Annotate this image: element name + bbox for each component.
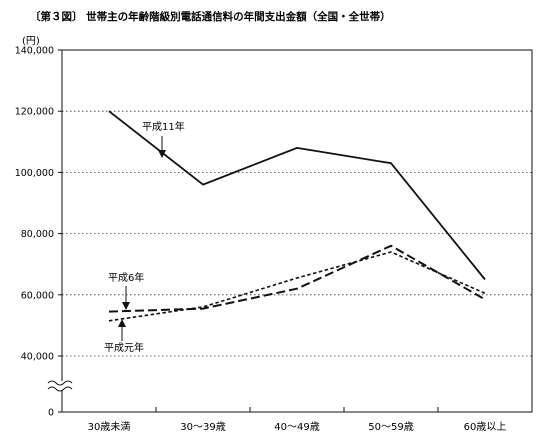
y-tick-label: 120,000	[15, 107, 54, 118]
x-tick-label: 30歳未満	[88, 421, 131, 433]
x-tick-labels: 30歳未満 30～39歳 40～49歳 50～59歳 60歳以上	[88, 421, 507, 433]
series-line-3	[108, 251, 486, 322]
annotation-h6-label: 平成6年	[108, 271, 144, 284]
y-tick-label: 100,000	[15, 168, 54, 179]
plot-frame	[61, 49, 533, 413]
annotation-h11-label: 平成11年	[142, 120, 185, 133]
axis-break-gap	[52, 381, 72, 391]
axis-break-line	[47, 380, 73, 386]
y-tick-label: 60,000	[21, 290, 54, 301]
y-unit-label: (円)	[22, 36, 40, 47]
axes	[47, 49, 533, 413]
axis-break-line	[47, 386, 73, 392]
y-tick-label: 40,000	[21, 352, 54, 363]
y-tick-label: 140,000	[15, 46, 54, 57]
annotation-h6-arrowhead	[122, 302, 130, 310]
x-tick-label: 60歳以上	[464, 421, 507, 433]
y-tick-labels: 140,000 120,000 100,000 80,000 60,000 40,000 0	[15, 46, 54, 419]
y-tick-label: 80,000	[21, 229, 54, 240]
x-tick-label: 40～49歳	[274, 421, 319, 433]
series-line-1	[108, 110, 486, 281]
y-tick-label: 0	[48, 408, 54, 419]
chart-title: 〔第３図〕 世帯主の年齢階級別電話通信料の年間支出金額（全国・全世帯）	[30, 10, 391, 23]
annotation-h1: 平成元年	[104, 319, 144, 354]
x-tick-label: 30～39歳	[180, 421, 225, 433]
series-line-2	[108, 244, 486, 313]
axis-break-symbol	[47, 380, 73, 392]
annotation-h11: 平成11年	[142, 120, 185, 158]
annotation-h1-label: 平成元年	[104, 341, 144, 354]
annotation-h11-arrowhead	[158, 150, 166, 158]
x-tick-label: 50～59歳	[368, 421, 413, 433]
annotation-h1-arrowhead	[118, 319, 126, 327]
series-lines	[108, 110, 486, 322]
annotation-h6: 平成6年	[108, 271, 144, 310]
